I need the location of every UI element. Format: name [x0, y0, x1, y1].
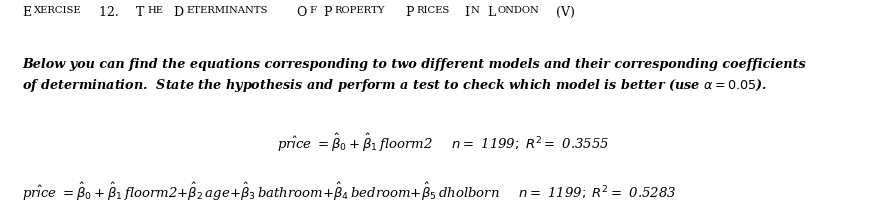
Text: XERCISE: XERCISE: [34, 6, 82, 15]
Text: F: F: [309, 6, 316, 15]
Text: ONDON: ONDON: [498, 6, 540, 15]
Text: T: T: [136, 6, 144, 19]
Text: ROPERTY: ROPERTY: [335, 6, 385, 15]
Text: Below you can find the equations corresponding to two different models and their: Below you can find the equations corresp…: [22, 58, 805, 94]
Text: pr$\hat{\i}$ce $= \hat{\beta}_0 + \hat{\beta}_1\,$floorm2$ + \hat{\beta}_2\,$age: pr$\hat{\i}$ce $= \hat{\beta}_0 + \hat{\…: [22, 181, 677, 203]
Text: D: D: [173, 6, 183, 19]
Text: P: P: [323, 6, 332, 19]
Text: pr$\hat{\i}$ce $= \hat{\beta}_0 + \hat{\beta}_1\,$floorm2$\quad\;\;n = $ 1199$;\: pr$\hat{\i}$ce $= \hat{\beta}_0 + \hat{\…: [276, 132, 610, 154]
Text: (V): (V): [551, 6, 574, 19]
Text: 12.: 12.: [96, 6, 127, 19]
Text: ETERMINANTS: ETERMINANTS: [186, 6, 268, 15]
Text: N: N: [470, 6, 479, 15]
Text: RICES: RICES: [416, 6, 449, 15]
Text: I: I: [464, 6, 469, 19]
Text: E: E: [22, 6, 31, 19]
Text: L: L: [487, 6, 495, 19]
Text: HE: HE: [147, 6, 163, 15]
Text: P: P: [405, 6, 414, 19]
Text: O: O: [296, 6, 307, 19]
